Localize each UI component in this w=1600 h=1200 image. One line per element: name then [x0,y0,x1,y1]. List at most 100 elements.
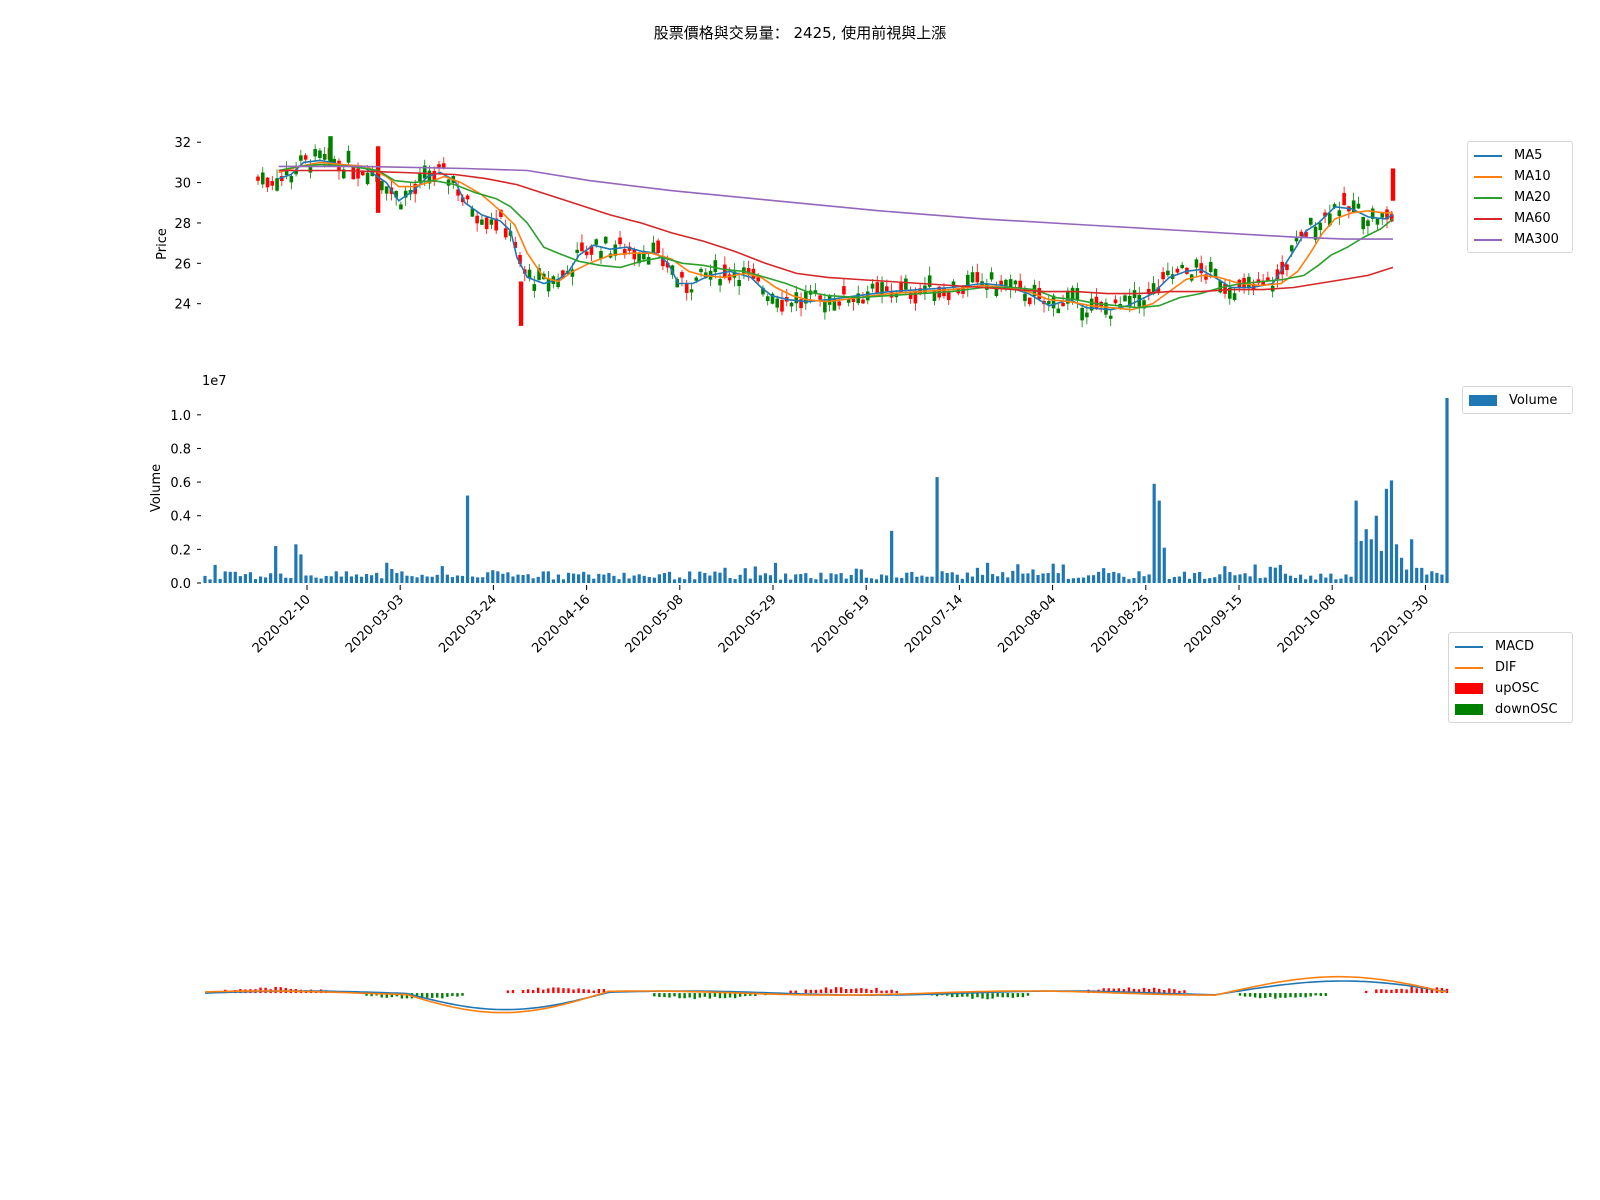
volume-bar [1117,573,1121,583]
osc-bar [1274,993,1277,999]
candle-body [646,257,651,265]
candle-body [1356,203,1361,209]
volume-bar [506,572,510,583]
osc-bar [1122,989,1126,994]
osc-bar [865,988,868,994]
osc-bar [1299,993,1302,997]
volume-bar [208,579,212,583]
legend-swatch-macd [1455,645,1483,648]
osc-bar [1142,987,1146,994]
candle-body [475,215,479,224]
volume-xtick-label: 2020-09-15 [1182,592,1246,656]
candle-body [737,279,741,287]
volume-ytick-label: 0.8 [170,442,191,457]
volume-bar [794,574,798,583]
candle-body [289,175,294,183]
osc-bar [809,989,813,994]
candle-body [1366,220,1370,227]
volume-bar [1384,488,1389,583]
osc-bar [370,993,373,997]
legend-item-dif: DIF [1455,657,1566,678]
candle-body [684,283,689,293]
volume-bar [1425,574,1429,583]
volume-bar [435,574,439,583]
volume-bar [1157,500,1161,583]
osc-bar [1102,988,1105,994]
osc-bar [1158,988,1161,994]
candle-body [341,169,346,179]
volume-xtick-label: 2020-05-29 [716,592,780,656]
candle-body [1275,269,1280,280]
volume-bar [965,572,969,583]
volume-bar [1394,544,1399,583]
candle-body [484,217,489,230]
volume-bar [733,579,737,583]
volume-bar [289,578,293,583]
candle-body [527,269,532,279]
candle-body [503,228,508,238]
candle-body [975,272,980,283]
volume-bar [309,575,313,583]
volume-bar [602,574,606,583]
volume-bar [425,576,429,583]
volume-bar [854,568,858,583]
candle-body [675,279,680,288]
osc-bar [723,993,727,999]
volume-bar [1046,573,1050,583]
volume-bar [299,554,303,583]
volume-panel: 0.0 0.2 0.4 0.6 0.8 1.0 Volume 2020-02-10 2020-0… [149,398,1449,656]
volume-bar [531,578,535,583]
candle-body [1390,168,1396,201]
volume-bar [450,577,454,583]
osc-bar [1294,993,1297,998]
volume-bar [1112,571,1116,583]
candle-body [1375,218,1380,225]
osc-bar [526,989,530,994]
volume-bar [1132,577,1136,583]
volume-bar [1066,578,1070,583]
candle-body [1213,268,1218,278]
legend-label-downosc: downOSC [1495,702,1558,717]
volume-bar [491,570,495,583]
candle-body [665,262,670,268]
osc-bar [668,993,671,998]
candle-body [789,302,794,307]
price-ytick-label: 30 [174,177,191,192]
volume-bar [304,575,308,583]
volume-xtick-label: 2020-08-04 [995,592,1059,656]
candle-body [1227,287,1232,299]
volume-bar [1258,578,1262,583]
volume-bar [284,577,288,583]
legend-item-volume: Volume [1469,390,1566,411]
candle-body [470,208,475,217]
candle-body [432,170,437,182]
legend-label-ma300: MA300 [1514,232,1559,247]
volume-bar [344,571,348,583]
osc-bar [688,993,691,998]
candle-body [1066,290,1070,304]
candle-body [932,289,937,302]
volume-bar [627,578,631,583]
candle-body [403,190,408,198]
volume-bar [516,574,520,583]
candle-body [1080,307,1084,321]
volume-bar [511,576,515,583]
volume-bar [430,576,434,583]
candle-body [1151,283,1156,295]
volume-bar [1399,557,1404,583]
volume-bar [607,572,611,583]
osc-bar [986,993,989,1000]
legend-label-ma5: MA5 [1514,148,1543,163]
volume-bar [930,576,934,583]
volume-bar [1298,574,1303,583]
volume-bar [228,571,232,583]
volume-bar [1420,567,1424,583]
candle-body [322,153,327,160]
legend-swatch-downosc [1455,704,1483,715]
osc-bar [814,989,818,994]
candle-body [642,251,646,260]
candle-body [1385,209,1389,220]
candle-body [499,209,503,218]
volume-bar [874,579,879,583]
